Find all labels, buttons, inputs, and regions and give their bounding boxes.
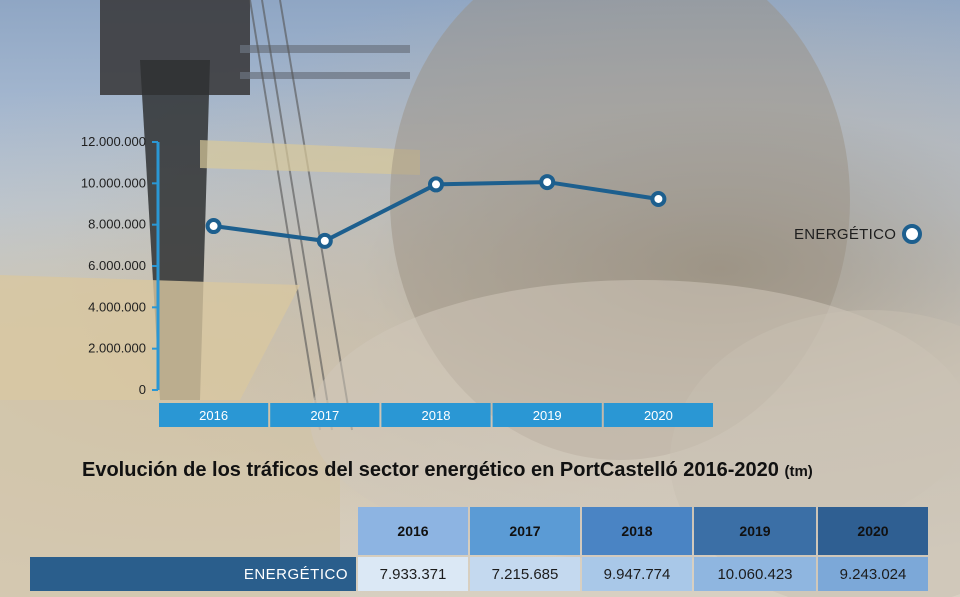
x-axis-band-cell — [603, 403, 713, 427]
chart-legend: ENERGÉTICO — [794, 224, 923, 244]
x-tick-label: 2018 — [422, 408, 451, 423]
table-cell: 9.947.774 — [582, 557, 692, 591]
data-point — [650, 190, 667, 207]
legend-marker-icon — [902, 224, 923, 244]
table-cell: 9.243.024 — [818, 557, 928, 591]
x-tick-label: 2016 — [199, 408, 228, 423]
data-point — [316, 232, 333, 249]
table-header-cell: 2016 — [358, 507, 468, 555]
table-cell: 7.215.685 — [470, 557, 580, 591]
table-header-row: 2016 2017 2018 2019 2020 — [30, 507, 928, 555]
y-tick-label: 10.000.000 — [81, 175, 146, 190]
chart-title-main: Evolución de los tráficos del sector ene… — [82, 459, 779, 481]
table-header-cell: 2019 — [694, 507, 816, 555]
data-point — [428, 176, 444, 193]
table-cell: 7.933.371 — [358, 557, 468, 591]
data-table: 2016 2017 2018 2019 2020 ENERGÉTICO 7.93… — [28, 505, 930, 593]
table-corner — [30, 507, 356, 555]
legend-label: ENERGÉTICO — [794, 225, 897, 243]
x-tick-label: 2020 — [644, 408, 673, 423]
chart-title-unit: (tm) — [784, 463, 813, 480]
table-row: ENERGÉTICO 7.933.371 7.215.685 9.947.774… — [30, 557, 928, 591]
y-tick-label: 8.000.000 — [88, 217, 146, 232]
table-row-label: ENERGÉTICO — [30, 557, 356, 591]
x-tick-label: 2017 — [310, 408, 339, 423]
y-tick-label: 6.000.000 — [88, 258, 146, 273]
y-tick-label: 0 — [139, 382, 146, 397]
x-axis-band-cell — [381, 403, 491, 427]
table-cell: 10.060.423 — [694, 557, 816, 591]
table-header-cell: 2018 — [582, 507, 692, 555]
y-tick-label: 4.000.000 — [88, 299, 146, 314]
x-axis-band-cell — [159, 403, 269, 427]
table-header-cell: 2020 — [818, 507, 928, 555]
data-point — [205, 218, 222, 235]
y-tick-label: 12.000.000 — [81, 134, 146, 149]
table-header-cell: 2017 — [470, 507, 580, 555]
x-tick-label: 2019 — [533, 408, 562, 423]
data-point — [539, 174, 556, 191]
x-axis-band-cell — [270, 403, 380, 427]
y-tick-label: 2.000.000 — [88, 341, 146, 356]
chart-title: Evolución de los tráficos del sector ene… — [82, 459, 813, 482]
x-axis-band-cell — [492, 403, 602, 427]
